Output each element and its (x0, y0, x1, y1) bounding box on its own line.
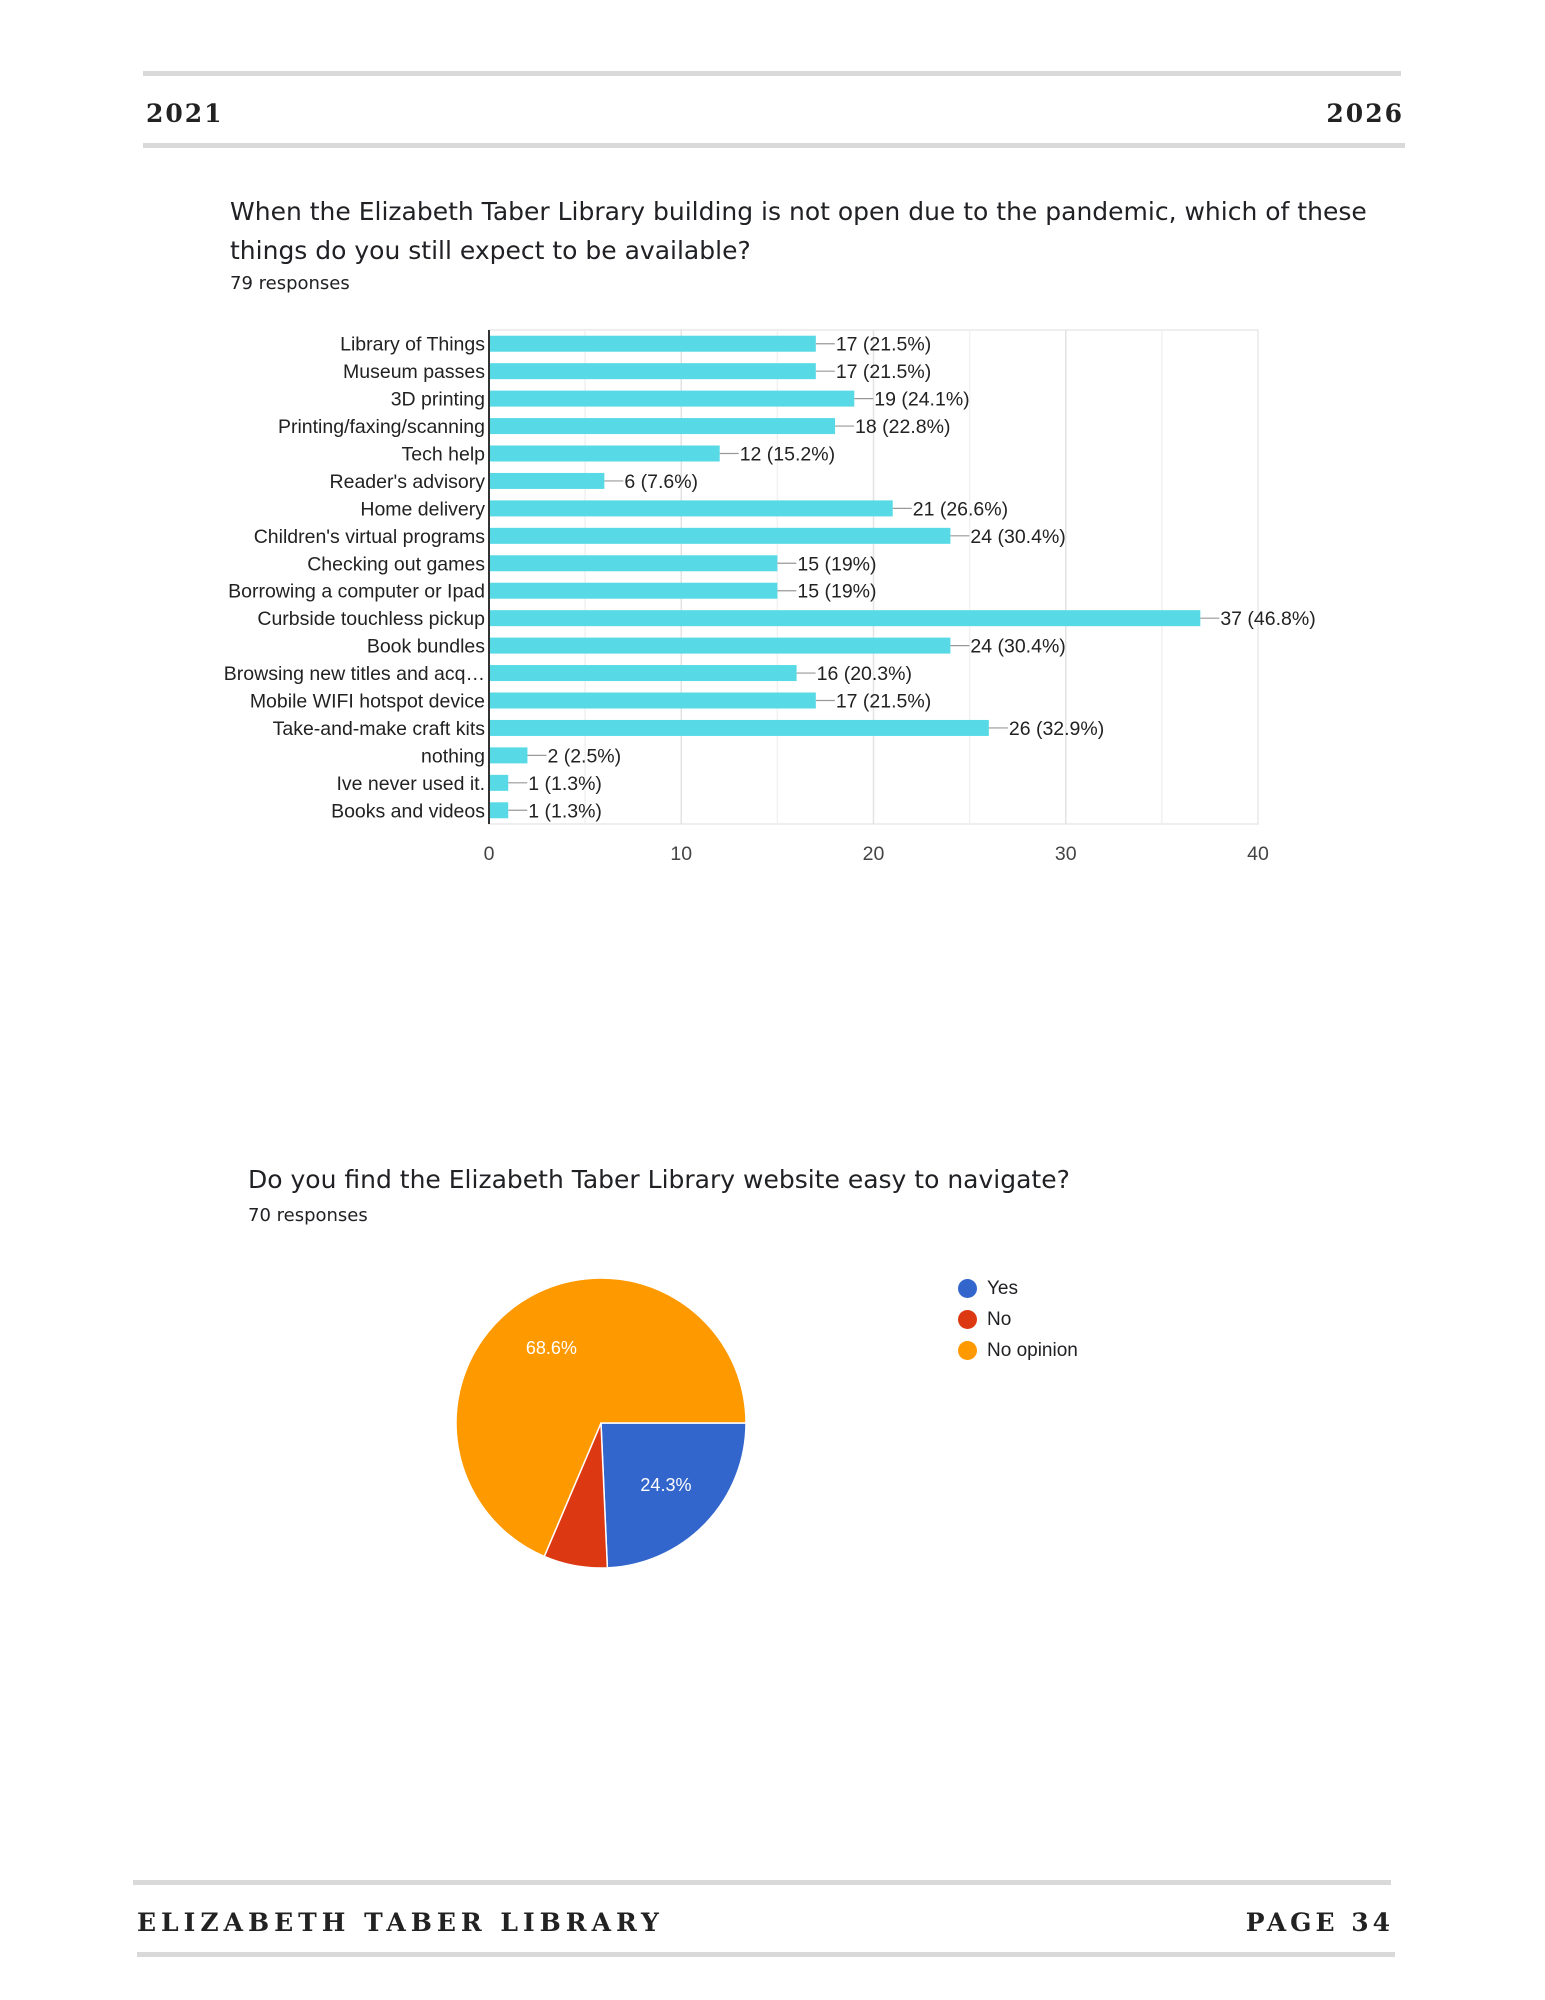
bar (489, 719, 989, 736)
data-label: 1 (1.3%) (528, 773, 602, 795)
footer-top-rule (133, 1880, 1391, 1885)
data-label: 17 (21.5%) (836, 361, 931, 383)
category-label: 3D printing (391, 389, 485, 411)
category-label: Home delivery (360, 498, 485, 520)
question2-title: Do you find the Elizabeth Taber Library … (248, 1165, 1070, 1194)
x-tick-label: 40 (1247, 843, 1269, 865)
legend-item-no: No (958, 1304, 1078, 1335)
category-label: Borrowing a computer or Ipad (228, 581, 485, 603)
legend-item-no-opinion: No opinion (958, 1335, 1078, 1366)
data-label: 15 (19%) (797, 581, 876, 603)
category-label: nothing (421, 745, 485, 767)
data-label: 24 (30.4%) (970, 636, 1065, 658)
data-label: 21 (26.6%) (913, 498, 1008, 520)
x-tick-label: 30 (1055, 843, 1077, 865)
data-label: 18 (22.8%) (855, 416, 950, 438)
category-label: Mobile WIFI hotspot device (250, 691, 485, 713)
header-top-rule (143, 71, 1401, 76)
question1-responses: 79 responses (230, 273, 350, 294)
pie-chart: 24.3% 68.6% (455, 1277, 747, 1569)
pie-slice (455, 1277, 747, 1558)
data-label: 16 (20.3%) (817, 663, 912, 685)
category-label: Reader's advisory (330, 471, 486, 493)
category-label: Take-and-make craft kits (273, 718, 486, 740)
category-label: Children's virtual programs (254, 526, 486, 548)
pie-legend: Yes No No opinion (958, 1273, 1078, 1366)
bar (489, 363, 816, 380)
footer-page-number: PAGE 34 (1245, 1908, 1394, 1937)
legend-dot-no-opinion (958, 1341, 977, 1360)
bar (489, 500, 893, 517)
category-label: Checking out games (307, 553, 485, 575)
category-label: Browsing new titles and acq… (224, 663, 485, 685)
category-label: Books and videos (331, 800, 485, 822)
pie-slice-label: 24.3% (640, 1475, 691, 1495)
data-label: 24 (30.4%) (970, 526, 1065, 548)
data-label: 1 (1.3%) (528, 800, 602, 822)
data-label: 12 (15.2%) (740, 444, 835, 466)
bar (489, 610, 1201, 627)
data-label: 15 (19%) (797, 553, 876, 575)
data-label: 17 (21.5%) (836, 691, 931, 713)
category-label: Museum passes (343, 361, 485, 383)
bar (489, 527, 951, 544)
data-label: 26 (32.9%) (1009, 718, 1104, 740)
bar (489, 445, 720, 462)
pie-slice (600, 1422, 747, 1569)
data-label: 37 (46.8%) (1220, 608, 1315, 630)
x-tick-label: 10 (670, 843, 692, 865)
category-label: Printing/faxing/scanning (278, 416, 485, 438)
legend-label-no: No (987, 1308, 1012, 1330)
category-label: Curbside touchless pickup (257, 608, 485, 630)
data-label: 6 (7.6%) (624, 471, 698, 493)
category-label: Book bundles (367, 636, 485, 658)
bar (489, 802, 509, 819)
legend-label-no-opinion: No opinion (987, 1339, 1078, 1361)
category-label: Ive never used it. (337, 773, 486, 795)
bar (489, 472, 605, 489)
bar (489, 390, 855, 407)
bar (489, 418, 836, 435)
legend-dot-yes (958, 1279, 977, 1298)
category-label: Tech help (402, 444, 486, 466)
header-year-right: 2026 (1326, 99, 1404, 128)
data-label: 2 (2.5%) (547, 745, 621, 767)
footer-bottom-rule (137, 1952, 1395, 1957)
bar (489, 665, 797, 682)
question2-responses: 70 responses (248, 1205, 368, 1226)
legend-item-yes: Yes (958, 1273, 1078, 1304)
bar (489, 637, 951, 654)
pie-slice-label: 68.6% (526, 1338, 577, 1358)
bar (489, 774, 509, 791)
bar-chart: Library of Things 17 (21.5%) Museum passes… (224, 329, 1316, 865)
bar (489, 335, 816, 352)
bar (489, 555, 778, 572)
data-label: 17 (21.5%) (836, 334, 931, 356)
question1-title: When the Elizabeth Taber Library buildin… (230, 197, 1367, 265)
header-bottom-rule (143, 143, 1405, 148)
data-label: 19 (24.1%) (874, 389, 969, 411)
footer-library-name: ELIZABETH TABER LIBRARY (137, 1908, 664, 1937)
category-label: Library of Things (340, 334, 485, 356)
legend-label-yes: Yes (987, 1277, 1018, 1299)
bar (489, 692, 816, 709)
x-tick-label: 0 (484, 843, 495, 865)
legend-dot-no (958, 1310, 977, 1329)
x-tick-label: 20 (863, 843, 885, 865)
bar (489, 582, 778, 599)
bar (489, 747, 528, 764)
header-year-left: 2021 (146, 99, 224, 128)
